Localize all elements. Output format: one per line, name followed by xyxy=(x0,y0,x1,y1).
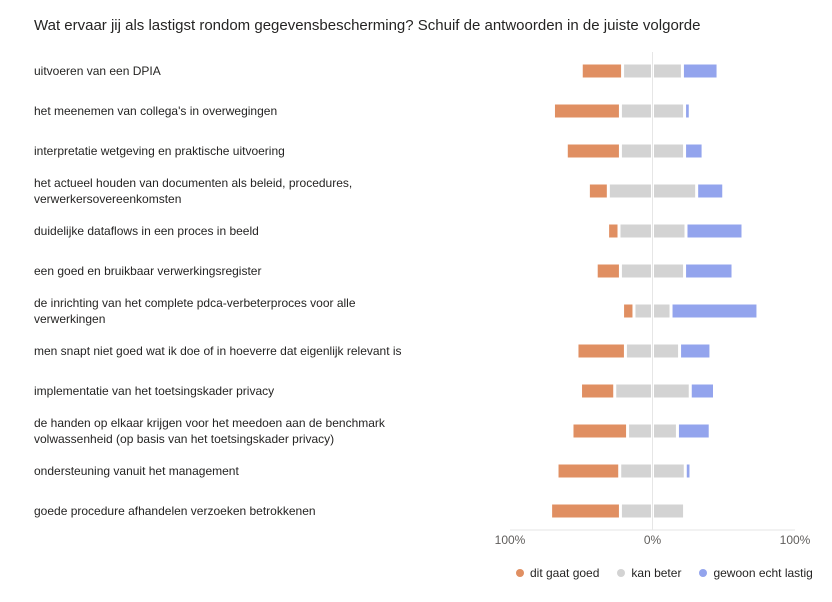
bar-segment-dit-gaat-goed xyxy=(558,464,619,478)
bar-segment-kan-beter-right xyxy=(654,264,684,278)
bar-segment-dit-gaat-goed xyxy=(567,144,619,158)
bar-segment-dit-gaat-goed xyxy=(573,424,627,438)
category-label: een goed en bruikbaar verwerkingsregiste… xyxy=(34,264,262,278)
legend-item: kan beter xyxy=(617,566,681,580)
bar-segment-kan-beter-left xyxy=(629,424,651,438)
bar-segment-kan-beter-right xyxy=(654,384,689,398)
legend: dit gaat goed kan beter gewoon echt lastig xyxy=(516,566,831,580)
bar-segment-gewoon-echt-lastig xyxy=(678,424,709,438)
legend-dot-icon xyxy=(699,569,708,577)
bar-segment-dit-gaat-goed xyxy=(624,304,633,318)
bar-segment-kan-beter-right xyxy=(654,104,684,118)
category-label: interpretatie wetgeving en praktische ui… xyxy=(34,144,285,158)
category-label: men snapt niet goed wat ik doe of in hoe… xyxy=(34,344,402,358)
category-label: het meenemen van collega's in overweging… xyxy=(34,104,278,118)
legend-label: kan beter xyxy=(631,566,682,580)
category-label: implementatie van het toetsingskader pri… xyxy=(34,384,275,398)
category-label: het actueel houden van documenten als be… xyxy=(34,176,353,206)
bar-segment-kan-beter-left xyxy=(621,144,651,158)
bar-segment-kan-beter-left xyxy=(621,464,651,478)
bar-segment-kan-beter-right xyxy=(654,224,685,238)
bar-segment-kan-beter-left xyxy=(624,64,651,78)
bar-segment-kan-beter-left xyxy=(620,224,651,238)
bar-segment-gewoon-echt-lastig xyxy=(672,304,757,318)
bar-segment-dit-gaat-goed xyxy=(582,384,614,398)
x-tick-label: 100% xyxy=(779,533,811,547)
legend-item: dit gaat goed xyxy=(516,566,599,580)
x-tick-label: 100% xyxy=(494,533,526,547)
chart-title: Wat ervaar jij als lastigst rondom gegev… xyxy=(34,17,701,34)
legend-label: dit gaat goed xyxy=(530,566,600,580)
category-label: ondersteuning vanuit het management xyxy=(34,464,239,478)
bar-segment-kan-beter-right xyxy=(654,504,684,518)
bar-segment-dit-gaat-goed xyxy=(578,344,624,358)
bar-segment-kan-beter-left xyxy=(609,184,651,198)
bar-segment-gewoon-echt-lastig xyxy=(683,64,717,78)
bar-segment-kan-beter-left xyxy=(626,344,651,358)
legend-dot-icon xyxy=(617,569,626,577)
category-label: de inrichting van het complete pdca-verb… xyxy=(34,296,356,326)
category-label: duidelijke dataflows in een proces in be… xyxy=(34,224,259,238)
legend-label: gewoon echt lastig xyxy=(713,566,813,580)
category-label: goede procedure afhandelen verzoeken bet… xyxy=(34,504,316,518)
bar-segment-gewoon-echt-lastig xyxy=(686,144,702,158)
bar-segment-gewoon-echt-lastig xyxy=(687,224,742,238)
category-label: de handen op elkaar krijgen voor het mee… xyxy=(34,416,385,446)
bar-segment-gewoon-echt-lastig xyxy=(686,464,690,478)
bar-segment-kan-beter-right xyxy=(654,344,679,358)
bar-segment-dit-gaat-goed xyxy=(609,224,618,238)
bar-segment-gewoon-echt-lastig xyxy=(691,384,713,398)
bar-segment-kan-beter-right xyxy=(654,424,676,438)
bar-segment-dit-gaat-goed xyxy=(554,104,619,118)
bar-segment-dit-gaat-goed xyxy=(552,504,619,518)
bar-segment-kan-beter-left xyxy=(621,104,651,118)
bar-segment-kan-beter-left xyxy=(621,264,651,278)
bar-segment-kan-beter-left xyxy=(616,384,651,398)
bar-segment-gewoon-echt-lastig xyxy=(686,264,732,278)
bar-segment-kan-beter-right xyxy=(654,144,684,158)
bar-segment-dit-gaat-goed xyxy=(589,184,607,198)
bar-segment-dit-gaat-goed xyxy=(582,64,622,78)
bar-segment-kan-beter-right xyxy=(654,304,670,318)
legend-dot-icon xyxy=(516,569,524,577)
bar-segment-dit-gaat-goed xyxy=(597,264,619,278)
category-label: uitvoeren van een DPIA xyxy=(34,64,161,78)
bar-segment-kan-beter-right xyxy=(654,64,681,78)
bar-segment-kan-beter-right xyxy=(654,464,684,478)
bar-segment-kan-beter-right xyxy=(654,184,696,198)
x-tick-label: 0% xyxy=(643,533,662,547)
bar-segment-gewoon-echt-lastig xyxy=(698,184,723,198)
bar-segment-gewoon-echt-lastig xyxy=(686,104,689,118)
legend-item: gewoon echt lastig xyxy=(699,566,813,580)
bar-segment-gewoon-echt-lastig xyxy=(681,344,710,358)
bar-segment-kan-beter-left xyxy=(621,504,651,518)
bar-segment-kan-beter-left xyxy=(635,304,651,318)
